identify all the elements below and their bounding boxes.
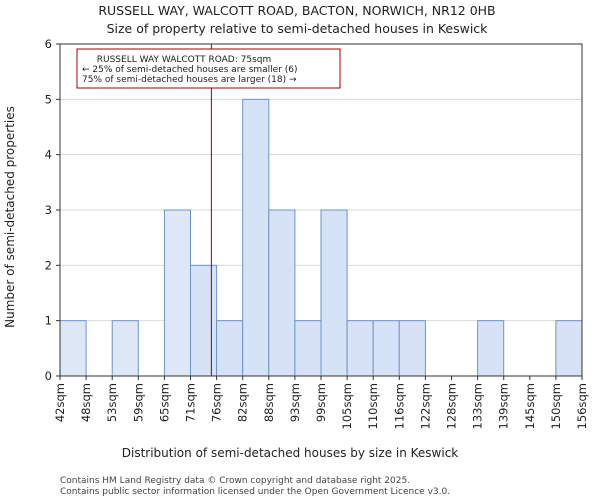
chart-title-line2: Size of property relative to semi-detach… — [107, 21, 489, 36]
x-tick-label: 82sqm — [236, 383, 250, 422]
x-tick-label: 133sqm — [471, 383, 485, 429]
y-axis-label: Number of semi-detached properties — [3, 106, 17, 328]
x-tick-label: 76sqm — [210, 383, 224, 422]
histogram-bar — [372, 320, 400, 377]
x-tick-label: 99sqm — [314, 383, 328, 422]
x-tick-label: 128sqm — [445, 383, 459, 429]
annotation-line1: RUSSELL WAY WALCOTT ROAD: 75sqm — [97, 55, 272, 65]
x-tick-label: 150sqm — [549, 383, 563, 429]
x-ticks: 42sqm 48sqm 53sqm 59sqm 65sqm 71sqm 76sqm 82sqm… — [53, 376, 589, 429]
annotation-border — [76, 48, 341, 89]
x-tick-label: 122sqm — [418, 383, 432, 429]
x-tick-label: 93sqm — [288, 383, 302, 422]
x-tick-label: 53sqm — [105, 383, 119, 422]
y-tick-label: 0 — [45, 369, 52, 383]
histogram-bar — [111, 320, 139, 377]
annotation-line3: 75% of semi-detached houses are larger (… — [82, 75, 297, 85]
histogram-bar — [163, 209, 191, 377]
x-tick-label: 139sqm — [497, 383, 511, 429]
histogram-bar — [268, 209, 296, 377]
x-tick-label: 48sqm — [79, 383, 93, 422]
y-tick-label: 3 — [45, 203, 52, 217]
x-tick-label: 88sqm — [262, 383, 276, 422]
x-tick-label: 156sqm — [575, 383, 589, 429]
footer-line1: Contains HM Land Registry data © Crown c… — [60, 476, 410, 486]
x-tick-label: 65sqm — [157, 383, 171, 422]
histogram-bar — [555, 320, 583, 377]
y-tick-label: 2 — [45, 258, 52, 272]
y-tick-label: 4 — [45, 148, 52, 162]
chart-title-line1: RUSSELL WAY, WALCOTT ROAD, BACTON, NORWI… — [98, 3, 495, 18]
x-tick-label: 42sqm — [53, 383, 67, 422]
histogram-bar — [346, 320, 374, 377]
y-tick-label: 1 — [45, 314, 52, 328]
footer-line2: Contains public sector information licen… — [60, 487, 450, 497]
annotation-line2: ← 25% of semi-detached houses are smalle… — [82, 65, 298, 75]
histogram-bar — [477, 320, 505, 377]
y-tick-label: 6 — [45, 37, 52, 51]
x-tick-label: 110sqm — [366, 383, 380, 429]
y-tick-label: 5 — [45, 92, 52, 106]
plot-frame — [59, 43, 583, 377]
x-tick-label: 145sqm — [523, 383, 537, 429]
histogram-bar — [294, 320, 322, 377]
x-axis-label: Distribution of semi-detached houses by … — [122, 446, 459, 460]
x-tick-label: 105sqm — [340, 383, 354, 429]
histogram-bar — [59, 320, 87, 377]
annotation-box: RUSSELL WAY WALCOTT ROAD: 75sqm ← 25% of… — [76, 48, 341, 89]
histogram-bar — [190, 264, 218, 377]
x-tick-label: 116sqm — [392, 383, 406, 429]
bars-group — [59, 98, 583, 377]
histogram-bar — [216, 320, 244, 377]
y-ticks: 0 1 2 3 4 5 6 — [45, 37, 60, 383]
histogram-bar — [320, 209, 348, 377]
x-tick-label: 71sqm — [184, 383, 198, 422]
x-tick-label: 59sqm — [131, 383, 145, 422]
histogram-bar — [398, 320, 426, 377]
histogram-bar — [242, 98, 270, 377]
